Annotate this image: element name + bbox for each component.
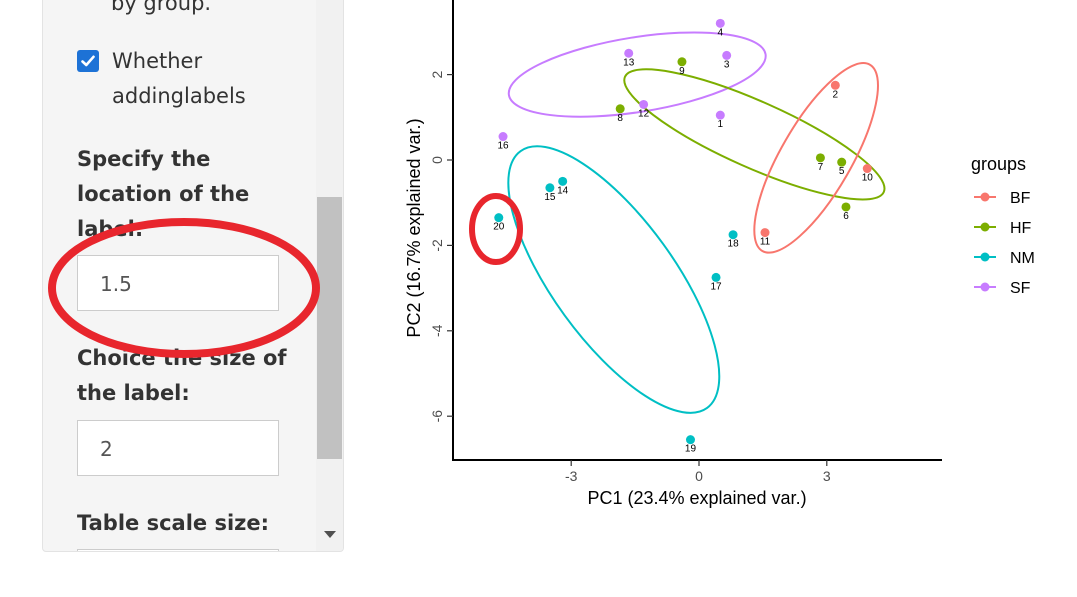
- point-nm-19: [685, 435, 695, 445]
- legend-key-dot-sf: [980, 282, 990, 292]
- checkbox-label-line-2: addinglabels: [112, 84, 246, 108]
- point-hf-9: [677, 57, 687, 67]
- y-tick-label: 0: [429, 156, 445, 164]
- ellipse-hf: [623, 68, 886, 201]
- table-scale-size-input[interactable]: [77, 549, 279, 551]
- x-tick-label: 3: [823, 468, 831, 484]
- y-tick-label: -2: [429, 239, 445, 252]
- point-bf-2: [830, 80, 840, 90]
- point-label-20: 20: [493, 222, 505, 233]
- point-hf-6: [841, 202, 851, 212]
- y-axis-label: PC2 (16.7% explained var.): [404, 118, 424, 337]
- point-sf-12: [639, 99, 649, 109]
- checkbox-label-line-1: Whether: [112, 49, 203, 73]
- label-size-input[interactable]: 2: [77, 420, 279, 476]
- ellipse-nm: [507, 145, 721, 414]
- point-hf-7: [815, 153, 825, 163]
- point-nm-14: [558, 176, 568, 186]
- legend-label-sf: SF: [1010, 280, 1031, 297]
- point-sf-1: [715, 110, 725, 120]
- annotation-ellipse-input: [48, 218, 320, 358]
- x-axis-label: PC1 (23.4% explained var.): [587, 488, 806, 508]
- point-label-10: 10: [862, 173, 874, 184]
- point-label-17: 17: [710, 281, 722, 292]
- point-label-13: 13: [623, 57, 635, 68]
- legend-key-dot-nm: [980, 252, 990, 262]
- point-label-19: 19: [685, 444, 697, 455]
- point-nm-17: [711, 272, 721, 282]
- legend-label-bf: BF: [1010, 190, 1031, 207]
- adding-labels-checkbox-label: Whether addinglabels: [112, 44, 272, 114]
- ellipse-bf: [753, 62, 879, 254]
- point-label-4: 4: [718, 27, 724, 38]
- point-sf-13: [624, 48, 634, 58]
- ellipse-sf: [507, 31, 767, 118]
- label-location-label-line-1: Specify the: [77, 147, 211, 171]
- label-size-label-line-2: the label:: [77, 381, 190, 405]
- point-sf-16: [498, 132, 508, 142]
- sidebar-scrollbar-thumb[interactable]: [317, 197, 342, 459]
- sidebar-scrollbar[interactable]: [316, 0, 343, 551]
- point-label-18: 18: [728, 239, 740, 250]
- legend-label-nm: NM: [1010, 250, 1035, 267]
- point-label-16: 16: [497, 141, 509, 152]
- label-size-label: Choice the size of the label:: [77, 341, 287, 411]
- legend: groups BF HF NM SF: [971, 154, 1035, 297]
- plot-panel: 2 10 11 9 8 7 5 6 14 15 20 18 17 19 4 13 3 12 1 16 -3 0 3 2 0 -2…: [396, 0, 1054, 593]
- point-nm-18: [728, 230, 738, 240]
- annotation-ellipse-point-20: [469, 193, 523, 265]
- point-label-2: 2: [833, 89, 839, 100]
- point-sf-4: [715, 18, 725, 28]
- point-label-15: 15: [544, 192, 556, 203]
- label-location-label-line-2: location of the: [77, 182, 250, 206]
- point-bf-11: [760, 228, 770, 238]
- checkmark-icon: [81, 55, 95, 67]
- legend-title: groups: [971, 154, 1026, 174]
- point-label-11: 11: [760, 237, 771, 248]
- point-label-5: 5: [839, 166, 845, 177]
- point-sf-3: [722, 50, 732, 60]
- ellipse-layer: [507, 31, 886, 414]
- tick-layer: -3 0 320-2-4-6: [429, 70, 831, 484]
- y-tick-label: -6: [429, 410, 445, 423]
- point-hf-5: [837, 157, 847, 167]
- legend-key-dot-hf: [980, 222, 990, 232]
- point-label-8: 8: [617, 113, 623, 124]
- point-label-7: 7: [818, 162, 824, 173]
- point-label-12: 12: [638, 108, 650, 119]
- point-nm-15: [545, 183, 555, 193]
- point-bf-10: [862, 164, 872, 174]
- point-nm-20: [494, 213, 504, 223]
- point-label-3: 3: [724, 59, 730, 70]
- point-label-6: 6: [843, 211, 849, 222]
- scroll-down-arrow-icon[interactable]: [324, 531, 336, 538]
- label-location-input[interactable]: 1.5: [77, 255, 279, 311]
- adding-labels-checkbox[interactable]: [77, 50, 99, 72]
- legend-label-hf: HF: [1010, 220, 1032, 237]
- group-option-label: by group.: [111, 0, 212, 15]
- x-tick-label: -3: [565, 468, 578, 484]
- adding-labels-checkbox-row[interactable]: Whether addinglabels: [77, 48, 272, 114]
- axes-layer: [452, 0, 942, 461]
- y-tick-label: -4: [429, 324, 445, 337]
- y-tick-label: 2: [429, 70, 445, 78]
- point-label-1: 1: [718, 119, 724, 130]
- x-tick-label: 0: [695, 468, 703, 484]
- legend-key-dot-bf: [980, 192, 990, 202]
- point-label-9: 9: [679, 66, 685, 77]
- table-scale-size-label: Table scale size:: [77, 511, 270, 535]
- point-label-14: 14: [557, 185, 569, 196]
- point-hf-8: [615, 104, 625, 114]
